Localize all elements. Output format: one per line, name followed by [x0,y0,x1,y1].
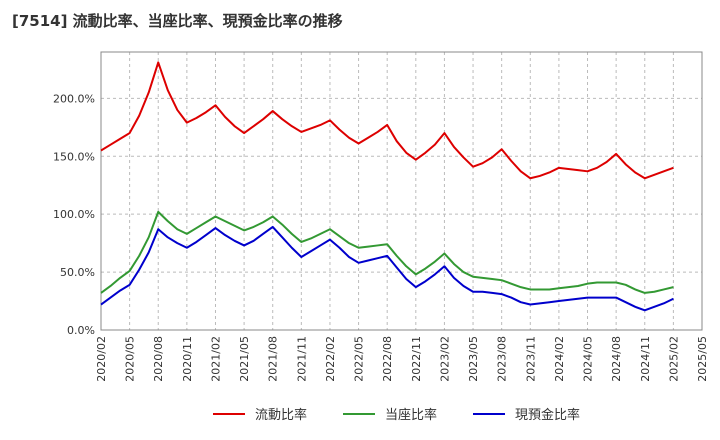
series-line-2 [100,225,674,312]
x-tick-label: 2021/11 [295,336,308,382]
x-tick-label: 2023/08 [496,336,509,382]
y-tick-label: 0.0% [67,324,95,337]
plot-area [100,51,703,331]
x-tick-label: 2023/05 [467,336,480,382]
x-tick-label: 2021/08 [267,336,280,382]
x-tick-label: 2024/05 [582,336,595,382]
x-tick-label: 2021/05 [238,336,251,382]
x-tick-label: 2020/11 [181,336,194,382]
y-tick-label: 150.0% [53,150,95,163]
x-tick-label: 2022/02 [324,336,337,382]
x-tick-label: 2022/08 [381,336,394,382]
chart-title: [7514] 流動比率、当座比率、現預金比率の推移 [12,12,343,30]
x-tick-label: 2020/05 [124,336,137,382]
x-tick-label: 2022/05 [353,336,366,382]
y-tick-label: 200.0% [53,92,95,105]
x-tick-label: 2025/05 [696,336,709,382]
x-tick-label: 2024/08 [610,336,623,382]
legend-label-1: 当座比率 [385,407,437,423]
series-line-0 [100,61,674,180]
legend-label-0: 流動比率 [255,407,307,423]
x-tick-label: 2023/11 [524,336,537,382]
x-tick-label: 2020/02 [95,336,108,382]
x-tick-label: 2020/08 [152,336,165,382]
x-tick-label: 2022/11 [410,336,423,382]
x-tick-label: 2024/11 [639,336,652,382]
legend-label-2: 現預金比率 [515,407,580,423]
x-tick-label: 2023/02 [438,336,451,382]
x-tick-label: 2024/02 [553,336,566,382]
y-tick-label: 100.0% [53,208,95,221]
x-tick-label: 2021/02 [209,336,222,382]
x-tick-label: 2025/02 [667,336,680,382]
y-tick-label: 50.0% [60,266,95,279]
series-line-1 [100,210,674,294]
